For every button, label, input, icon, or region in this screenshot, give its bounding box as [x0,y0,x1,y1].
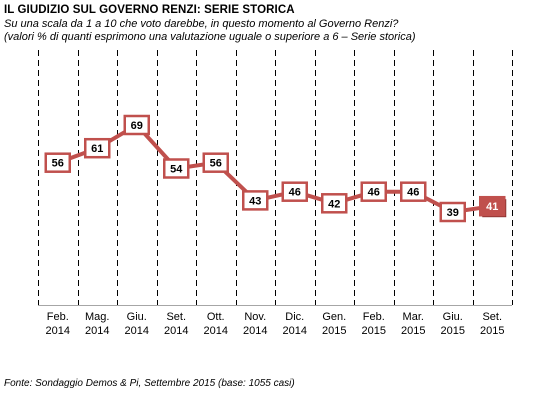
data-point: 39 [439,201,466,223]
x-tick-label-month: Gen. [322,311,346,323]
data-label: 46 [289,187,301,199]
data-point-marker [439,201,466,223]
data-point-marker [202,152,229,173]
data-point-marker [242,190,269,211]
data-point-marker [321,193,348,214]
data-label: 42 [328,198,340,210]
x-tick-labels: Feb. 2014 Mag. 2014 Giu. 2014 Set. 2014 Ott. 2014… [46,311,505,337]
x-tick-label-year: 2014 [204,325,228,337]
chart-subtitle-note: (valori % di quanti esprimono una valuta… [4,31,416,43]
data-point: 54 [163,158,190,179]
data-point-marker [84,137,111,159]
x-tick-label-year: 2014 [85,325,109,337]
x-tick-label-year: 2014 [125,325,149,337]
data-point: 41 [479,195,507,218]
data-point: 56 [44,152,71,173]
data-point: 46 [360,181,387,202]
data-point-marker [123,114,150,136]
chart-subtitle-question: Su una scala da 1 a 10 che voto darebbe,… [4,18,399,30]
x-tick-label-month: Mar. [403,311,424,323]
x-tick-label-month: Set. [482,311,502,323]
series-line [57,123,493,214]
data-point: 43 [242,190,269,211]
x-tick-label-year: 2015 [480,325,504,337]
data-label: 39 [447,207,459,219]
x-tick-label-year: 2014 [243,325,267,337]
data-point: 69 [123,114,150,136]
x-tick-label-month: Feb. [363,311,385,323]
grid-lines [38,50,513,305]
x-tick-label-year: 2015 [322,325,346,337]
data-point-marker [44,152,71,173]
page-title: IL GIUDIZIO SUL GOVERNO RENZI: SERIE STO… [4,4,295,16]
data-point-marker [360,181,387,202]
x-tick-label-year: 2014 [46,325,70,337]
data-label: 56 [52,158,64,170]
data-point: 46 [281,181,308,202]
data-point: 42 [321,193,348,214]
x-tick-label-month: Feb. [47,311,69,323]
x-tick-label-month: Set. [166,311,186,323]
data-label: 54 [170,164,183,176]
data-label: 46 [368,187,380,199]
x-tick-label-month: Ott. [207,311,225,323]
x-tick-label-month: Nov. [244,311,266,323]
x-tick-label-month: Giu. [127,311,147,323]
x-tick-label-year: 2014 [283,325,307,337]
data-label: 61 [91,143,103,155]
data-point-marker [163,158,190,179]
x-tick-label-year: 2015 [441,325,465,337]
x-tick-label-year: 2015 [401,325,425,337]
data-markers: 56 61 69 54 56 43 46 42 46 46 39 41 [44,114,507,223]
data-point-marker [400,181,427,202]
data-point-marker [479,195,506,217]
x-tick-label-month: Dic. [285,311,304,323]
data-label: 43 [249,195,261,207]
data-point-marker [281,181,308,202]
data-point: 46 [400,181,427,202]
data-label: 69 [131,120,143,132]
data-label: 41 [486,201,498,213]
data-label: 46 [407,187,419,199]
data-point: 56 [202,152,229,173]
x-tick-label-year: 2014 [164,325,188,337]
x-tick-label-month: Giu. [443,311,463,323]
series-polyline [57,123,493,214]
data-label: 56 [210,158,222,170]
source-note: Fonte: Sondaggio Demos & Pi, Settembre 2… [4,378,295,389]
x-tick-label-year: 2015 [362,325,386,337]
x-tick-label-month: Mag. [85,311,109,323]
data-point: 61 [84,137,111,159]
